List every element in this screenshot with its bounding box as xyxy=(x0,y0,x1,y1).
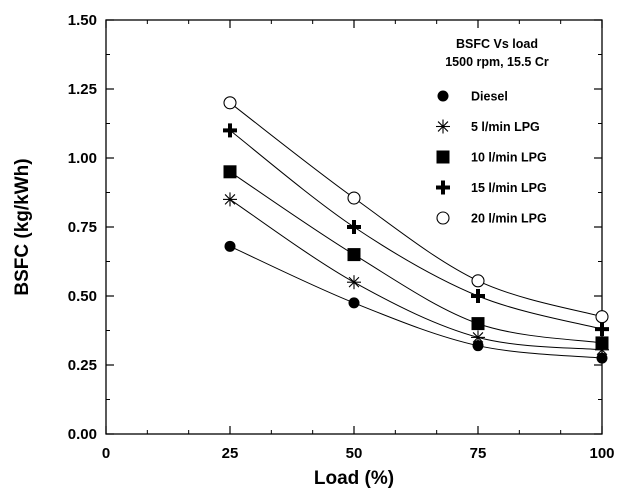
legend-marker xyxy=(436,119,450,134)
legend-label: 20 l/min LPG xyxy=(471,212,547,226)
trend-curve xyxy=(229,130,603,330)
data-point xyxy=(223,192,237,207)
y-tick-label: 0.50 xyxy=(68,288,97,305)
data-point xyxy=(471,330,485,345)
data-point xyxy=(347,191,361,205)
data-point xyxy=(595,322,609,337)
y-tick-label: 0.25 xyxy=(68,357,97,374)
y-tick-label: 0.00 xyxy=(68,426,97,443)
x-tick-label: 25 xyxy=(222,445,239,462)
y-tick-label: 0.75 xyxy=(68,219,97,236)
tick-labels: 0 25 50 75 100 0.00 0.25 0.50 0.75 1.00 1.25 1.50 xyxy=(68,12,615,462)
data-point xyxy=(595,310,609,324)
data-markers xyxy=(223,96,609,364)
legend-marker xyxy=(436,150,450,164)
legend-marker xyxy=(436,180,450,195)
legend-marker xyxy=(437,90,449,102)
data-point xyxy=(223,96,237,110)
data-point xyxy=(223,165,237,179)
axis-ticks xyxy=(105,19,603,435)
x-tick-label: 75 xyxy=(470,445,487,462)
data-point xyxy=(472,340,484,352)
data-point xyxy=(596,352,608,364)
x-tick-label: 0 xyxy=(102,445,110,462)
y-tick-label: 1.00 xyxy=(68,150,97,167)
data-point xyxy=(223,123,237,138)
data-point xyxy=(347,220,361,234)
data-point xyxy=(224,240,236,252)
legend-label: 5 l/min LPG xyxy=(471,120,540,134)
data-point xyxy=(471,317,485,331)
data-point xyxy=(471,274,485,288)
legend-subtitle: 1500 rpm, 15.5 Cr xyxy=(445,55,549,69)
trend-curve xyxy=(229,171,603,344)
legend-label: Diesel xyxy=(471,90,508,104)
trend-curve xyxy=(229,245,603,359)
x-axis-title: Load (%) xyxy=(314,468,394,489)
data-point xyxy=(348,297,360,309)
legend-label: 10 l/min LPG xyxy=(471,151,547,165)
data-point xyxy=(595,336,609,350)
legend-label: 15 l/min LPG xyxy=(471,181,547,195)
y-axis-title: BSFC (kg/kWh) xyxy=(12,158,33,295)
y-tick-label: 1.25 xyxy=(68,81,97,98)
legend: BSFC Vs load 1500 rpm, 15.5 Cr Diesel 5 l… xyxy=(436,37,549,226)
trend-curve xyxy=(229,198,603,351)
trend-curves xyxy=(229,102,603,359)
data-point xyxy=(347,248,361,262)
legend-title: BSFC Vs load xyxy=(456,37,538,51)
data-point xyxy=(347,275,361,290)
y-tick-label: 1.50 xyxy=(68,12,97,29)
legend-marker xyxy=(436,211,450,225)
trend-curve xyxy=(229,102,603,318)
x-tick-label: 100 xyxy=(589,445,614,462)
x-tick-label: 50 xyxy=(346,445,363,462)
data-point xyxy=(471,289,485,303)
